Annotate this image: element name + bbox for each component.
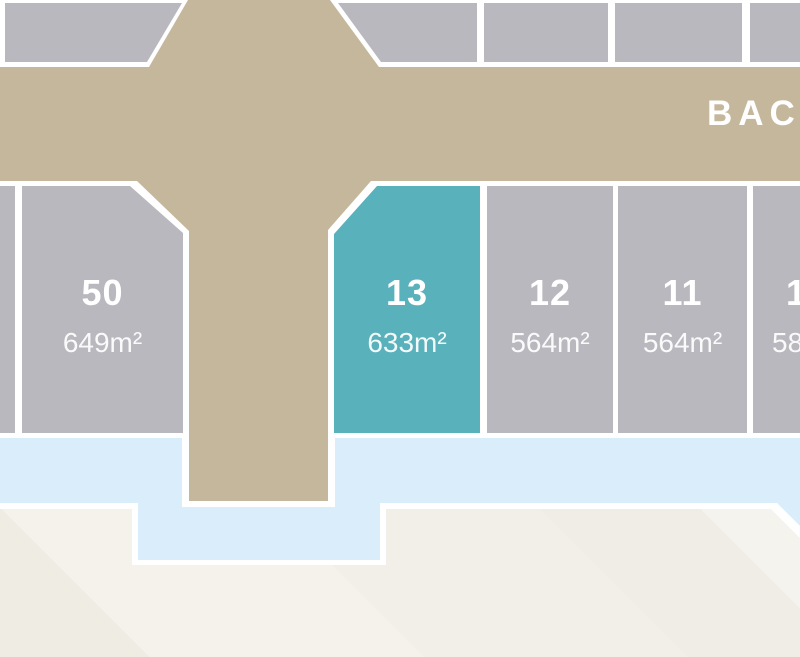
lot-number: 12 — [528, 272, 572, 313]
lot-top-3[interactable] — [484, 3, 608, 62]
lot-edge-sliver[interactable] — [0, 186, 15, 433]
lot-area: 564m² — [642, 327, 723, 358]
lot-11[interactable]: 11 564m² — [618, 186, 747, 433]
lot-number: 11 — [662, 272, 703, 313]
shore-land-area — [0, 509, 800, 657]
lot-top-4[interactable] — [615, 3, 742, 62]
lot-50[interactable]: 50 649m² — [22, 186, 183, 433]
lot-12[interactable]: 12 564m² — [487, 186, 613, 433]
road-name-label: BAC — [707, 94, 800, 133]
lot-number: 13 — [385, 272, 429, 313]
lot-area: 633m² — [367, 327, 447, 358]
lot-partial-right[interactable]: 1 58 — [753, 186, 800, 433]
lot-area: 564m² — [510, 327, 590, 358]
lot-top-1[interactable] — [5, 3, 182, 62]
lot-13-selected[interactable]: 13 633m² — [334, 186, 480, 433]
road-horizontal — [0, 67, 800, 181]
lot-number: 1 — [786, 272, 800, 313]
lot-area: 58 — [772, 327, 800, 358]
lot-number: 50 — [81, 272, 124, 313]
lot-area: 649m² — [62, 327, 143, 358]
lot-top-5[interactable] — [750, 3, 800, 62]
